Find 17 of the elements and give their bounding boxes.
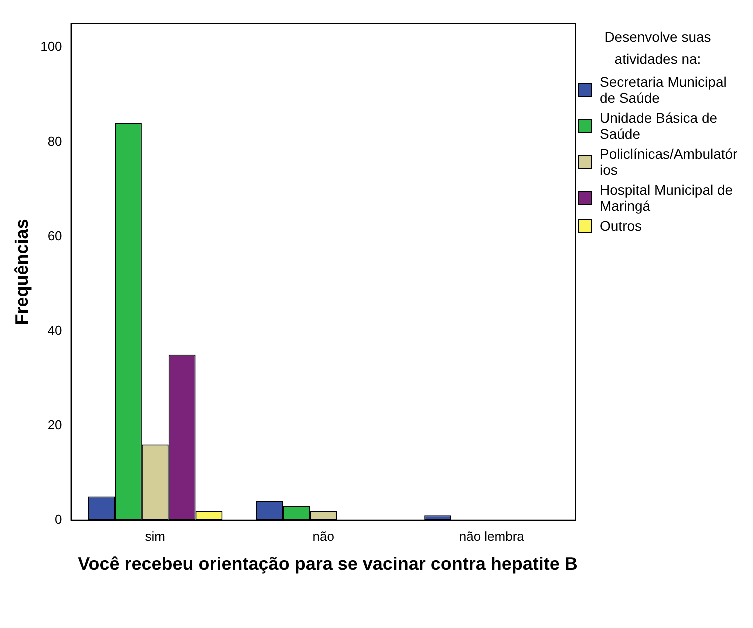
x-tick-label: não lembra: [459, 528, 526, 544]
legend-title: Desenvolve suas atividades na:: [604, 28, 712, 69]
y-tick-label: 100: [40, 39, 62, 54]
y-tick-label: 40: [48, 322, 62, 338]
x-tick-label: não: [312, 528, 334, 544]
legend-label: Unidade Básica de Saúde: [600, 110, 719, 142]
y-tick-label: 0: [55, 512, 62, 527]
y-tick-label: 80: [48, 134, 62, 149]
x-tick-label: sim: [145, 528, 166, 544]
legend-label: Outros: [600, 218, 644, 234]
legend-label: Secretaria Municipal de Saúde: [600, 74, 728, 106]
x-axis-title: Você recebeu orientação para se vacinar contra hepatite B: [78, 553, 578, 576]
y-axis-title: Frequências: [12, 219, 32, 326]
legend-label: Policlínicas/Ambulatórios: [600, 146, 738, 178]
y-tick-label: 20: [48, 417, 62, 432]
y-tick-label: 60: [48, 228, 62, 244]
legend-label: Hospital Municipal de Maringá: [600, 182, 734, 214]
